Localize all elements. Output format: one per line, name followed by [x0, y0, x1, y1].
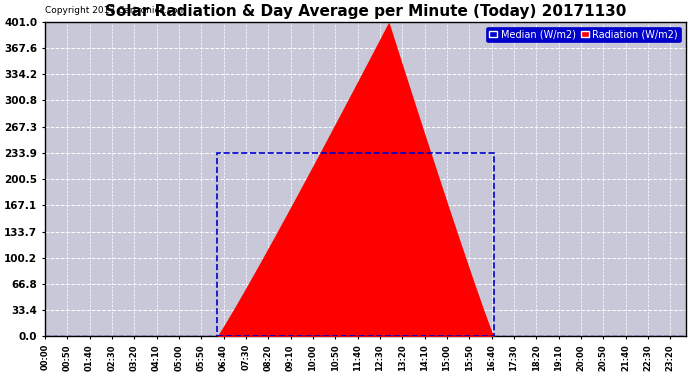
Title: Solar Radiation & Day Average per Minute (Today) 20171130: Solar Radiation & Day Average per Minute… [105, 4, 626, 19]
Bar [217, 153, 494, 336]
Text: Copyright 2017 Cartronics.com: Copyright 2017 Cartronics.com [45, 6, 186, 15]
Legend: Median (W/m2), Radiation (W/m2): Median (W/m2), Radiation (W/m2) [486, 27, 681, 42]
